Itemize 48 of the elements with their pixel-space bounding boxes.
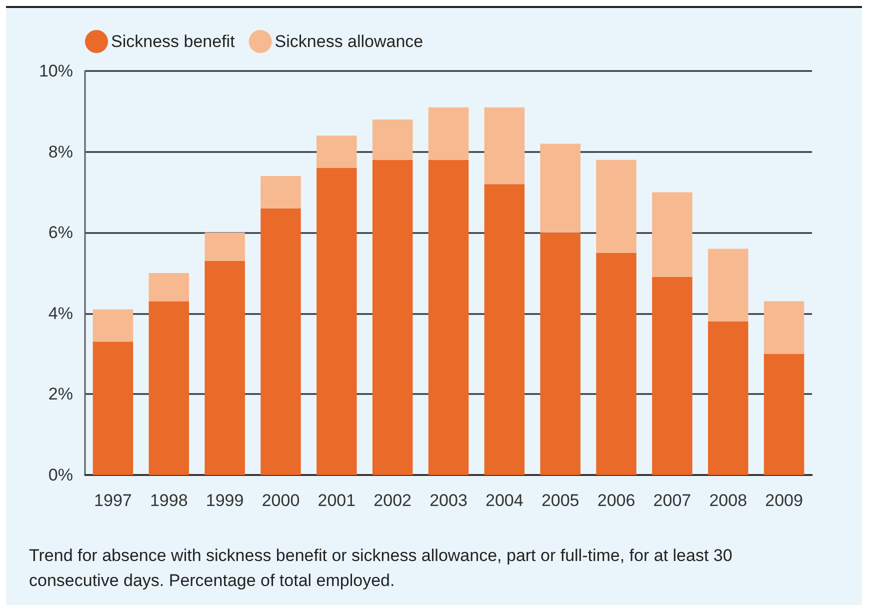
- bar: [708, 321, 748, 475]
- bar: [316, 136, 357, 168]
- x-tick-label: 2005: [541, 491, 580, 510]
- x-tick-label: 1999: [206, 491, 244, 510]
- bar: [428, 160, 469, 475]
- x-tick-label: 2004: [486, 491, 524, 510]
- text: Trend for absence with sickness benefit or sickness allowance, part or full-time, for at least 30 consecutive days. Percentage of total employed.: [29, 545, 734, 592]
- bar: [148, 301, 190, 475]
- bar: [708, 248, 748, 322]
- bar: [372, 119, 413, 160]
- bar: [652, 192, 692, 278]
- x-tick-label: 2007: [653, 491, 692, 510]
- legend-label: Sickness allowance: [274, 32, 424, 51]
- bar: [484, 107, 525, 184]
- bar: [204, 260, 245, 475]
- bar: [484, 184, 525, 475]
- bar: [764, 301, 804, 354]
- bar: [204, 232, 245, 261]
- x-tick-label: 2000: [262, 491, 300, 510]
- x-tick-label: 2002: [374, 491, 412, 510]
- bar: [428, 107, 469, 160]
- bar: [372, 160, 413, 475]
- bar: [92, 309, 134, 342]
- bar: [316, 168, 357, 475]
- bar: [148, 273, 190, 302]
- x-tick-label: 2008: [709, 491, 748, 510]
- y-tick-label: 0%: [48, 466, 73, 484]
- x-tick-label: 2006: [597, 491, 636, 510]
- y-tick-label: 4%: [48, 304, 73, 323]
- y-tick-label: 10%: [38, 62, 73, 80]
- x-tick-label: 1998: [150, 491, 188, 510]
- bar: [596, 252, 636, 475]
- bar: [652, 277, 692, 475]
- y-tick-label: 2%: [48, 384, 73, 404]
- y-tick-label: 8%: [48, 142, 73, 162]
- bar: [260, 208, 301, 475]
- x-tick-label: 2009: [765, 491, 803, 510]
- x-tick-label: 2001: [318, 491, 356, 510]
- legend-label: Sickness benefit: [111, 32, 236, 51]
- bar: [540, 144, 580, 233]
- y-tick-label: 6%: [48, 223, 73, 242]
- bar: [764, 354, 804, 475]
- x-tick-label: 1997: [94, 491, 132, 510]
- bar: [92, 342, 134, 475]
- bar: [540, 232, 580, 475]
- x-tick-label: 2003: [430, 491, 468, 510]
- bar: [260, 176, 301, 208]
- bar: [596, 160, 636, 253]
